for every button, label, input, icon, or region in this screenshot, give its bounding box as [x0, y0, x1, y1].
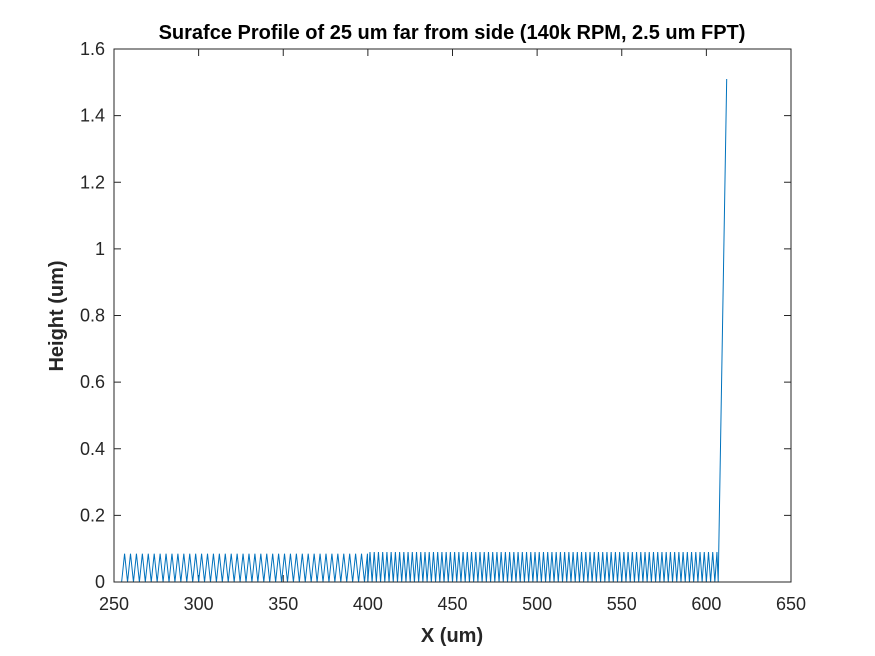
series-layer	[121, 78, 728, 583]
x-tick-label: 650	[776, 594, 806, 614]
x-tick-labels: 250 300 350 400 450 500 550 600 650	[99, 594, 806, 614]
x-tick-label: 550	[607, 594, 637, 614]
y-tick-label: 0.8	[80, 306, 105, 326]
x-tick-label: 600	[691, 594, 721, 614]
series-line-height-profile	[121, 78, 728, 583]
x-tick-label: 350	[268, 594, 298, 614]
x-tick-label: 400	[353, 594, 383, 614]
axes-box	[113, 48, 792, 583]
x-tick-label: 450	[437, 594, 467, 614]
y-tick-label: 0	[95, 572, 105, 592]
x-tick-label: 300	[184, 594, 214, 614]
x-tick-label: 250	[99, 594, 129, 614]
y-tick-label: 1	[95, 239, 105, 259]
x-tick-label: 500	[522, 594, 552, 614]
y-tick-labels: 0 0.2 0.4 0.6 0.8 1 1.2 1.4 1.6	[80, 39, 105, 592]
y-tick-label: 1.6	[80, 39, 105, 59]
plot-area	[114, 49, 791, 582]
x-axis-label: X (um)	[421, 625, 483, 647]
y-tick-label: 1.2	[80, 172, 105, 192]
y-axis-label: Height (um)	[46, 260, 68, 371]
y-tick-label: 0.4	[80, 439, 105, 459]
chart-title: Surafce Profile of 25 um far from side (…	[159, 22, 746, 44]
y-tick-label: 1.4	[80, 106, 105, 126]
y-tick-label: 0.2	[80, 505, 105, 525]
y-tick-label: 0.6	[80, 372, 105, 392]
